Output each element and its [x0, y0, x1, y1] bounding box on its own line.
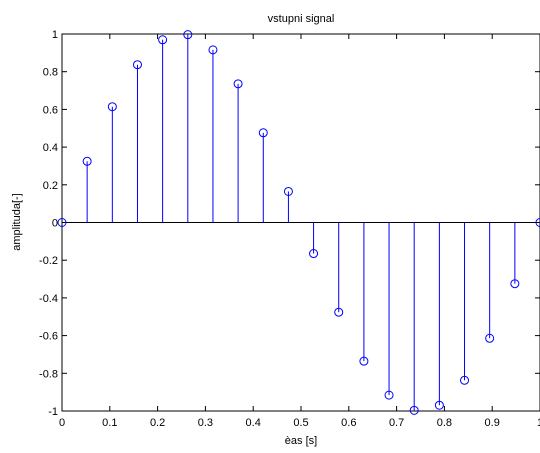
stem-series	[57, 30, 540, 415]
stem-marker	[283, 186, 293, 196]
stem-marker	[460, 375, 470, 385]
stem-marker	[107, 102, 117, 112]
stem-marker	[359, 356, 369, 366]
y-tick-label: -1	[48, 406, 58, 418]
x-tick-label: 0.5	[293, 417, 308, 429]
stem-marker	[208, 45, 218, 55]
x-tick-label: 0.2	[150, 417, 165, 429]
y-tick-label: 0.2	[43, 180, 58, 192]
x-tick-label: 0.6	[341, 417, 356, 429]
y-tick-label: -0.2	[39, 255, 58, 267]
stem-marker	[434, 400, 444, 410]
x-tick-label: 0.9	[485, 417, 500, 429]
y-tick-label: 0.8	[43, 67, 58, 79]
stem-marker	[82, 156, 92, 166]
chart-title: vstupni signal	[268, 13, 335, 25]
stem-marker	[535, 218, 540, 227]
y-tick-label: 0	[52, 218, 58, 230]
x-axis-label: èas [s]	[285, 435, 317, 447]
stem-marker	[132, 60, 142, 70]
y-tick-label: -0.6	[39, 331, 58, 343]
x-tick-label: 0.1	[102, 417, 117, 429]
stem-marker	[334, 307, 344, 317]
stem-marker	[158, 35, 168, 45]
stem-marker	[510, 279, 520, 289]
stem-marker	[409, 405, 419, 415]
x-tick-label: 1	[537, 417, 540, 429]
x-tick-label: 0.8	[437, 417, 452, 429]
stem-marker	[309, 249, 319, 259]
x-tick-label: 0.4	[246, 417, 261, 429]
stem-marker	[233, 79, 243, 89]
y-tick-label: 0.6	[43, 104, 58, 116]
stem-marker	[384, 390, 394, 400]
stem-marker	[258, 128, 268, 138]
axis-ticks: 0 0.1 0.2 0.3 0.4 0.5 0.6 0.7 0.8 0.9 1 -1 -0.8 -0.6 -…	[39, 29, 540, 429]
x-tick-label: 0.3	[198, 417, 213, 429]
x-tick-label: 0	[59, 417, 65, 429]
y-tick-label: -0.8	[39, 368, 58, 380]
y-axis-label: amplituda[-]	[11, 193, 23, 250]
y-tick-label: 1	[52, 29, 58, 41]
stem-marker	[183, 30, 193, 40]
stem-marker	[57, 218, 67, 227]
x-tick-label: 0.7	[389, 417, 404, 429]
stem-marker	[485, 333, 495, 343]
y-tick-label: 0.4	[43, 142, 58, 154]
y-tick-label: -0.4	[39, 293, 58, 305]
